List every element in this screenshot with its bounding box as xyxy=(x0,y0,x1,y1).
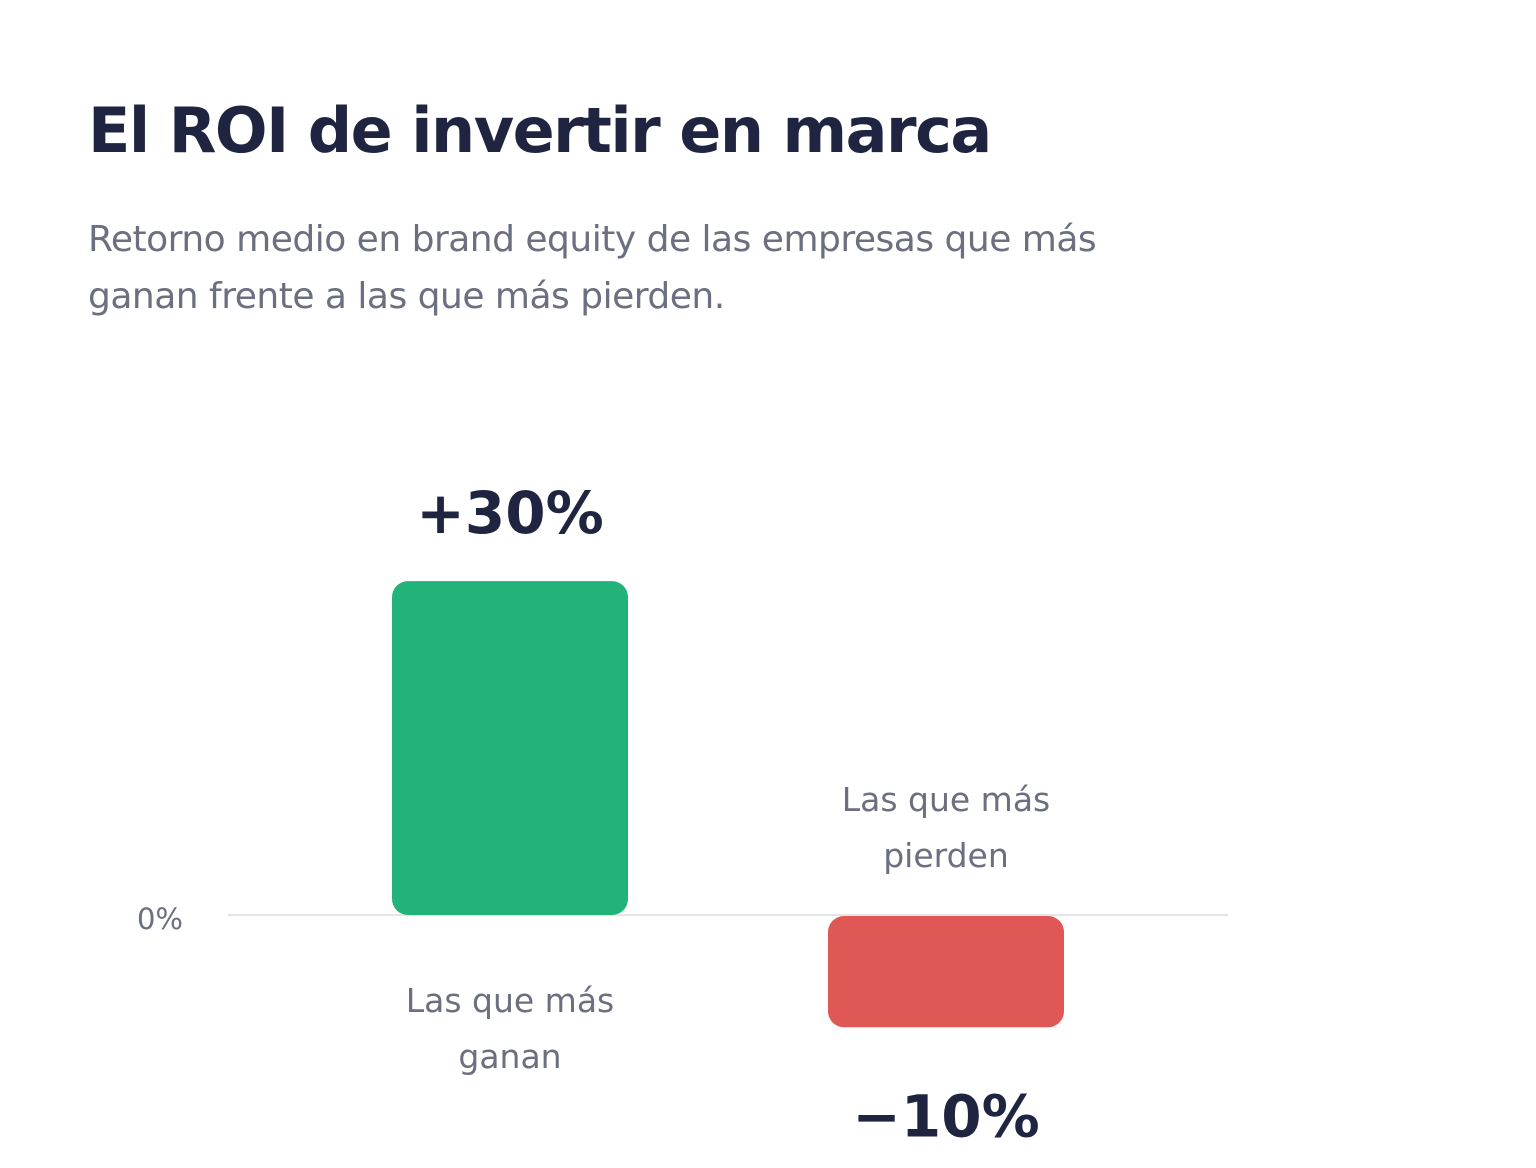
category-label-2-line-2: pierden xyxy=(883,836,1009,875)
bars-group: +30% Las que más ganan −10% Las que más pierd… xyxy=(392,479,1064,1150)
chart-subtitle: Retorno medio en brand equity de las emp… xyxy=(88,219,1097,317)
zero-axis-label: 0% xyxy=(137,902,183,936)
bar-1 xyxy=(392,581,628,915)
category-label-1-line-2: ganan xyxy=(458,1037,561,1076)
data-label-1: +30% xyxy=(416,479,603,547)
category-label-1-line-1: Las que más xyxy=(406,981,615,1020)
data-label-2: −10% xyxy=(852,1082,1039,1150)
bar-2 xyxy=(828,916,1064,1028)
category-label-2-line-1: Las que más xyxy=(842,780,1051,819)
chart-title: El ROI de invertir en marca xyxy=(88,94,992,167)
